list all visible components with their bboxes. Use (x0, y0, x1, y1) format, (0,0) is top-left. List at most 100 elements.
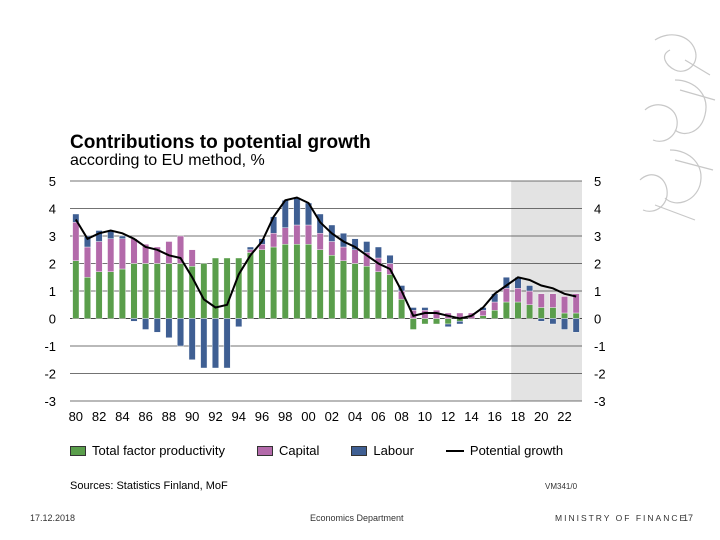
bar-labour-2007 (386, 255, 394, 264)
bar-labour-2019 (526, 285, 534, 292)
x-tick-label: 10 (418, 409, 432, 424)
bar-tfp-1984 (118, 268, 126, 319)
bar-tfp-2018 (514, 301, 522, 319)
bar-tfp-2021 (549, 307, 557, 319)
bar-tfp-2004 (351, 263, 359, 319)
x-tick-label: 04 (348, 409, 362, 424)
y-tick-label-right: -1 (594, 339, 606, 354)
bar-tfp-1982 (95, 271, 103, 319)
bar-labour-2006 (374, 246, 382, 259)
y-tick-label-left: 5 (49, 174, 56, 189)
y-tick-label-left: -1 (44, 339, 56, 354)
bar-labour-1991 (200, 318, 208, 369)
bar-tfp-2022 (561, 312, 568, 319)
y-tick-label-left: 3 (49, 229, 56, 244)
bar-capital-1981 (84, 246, 91, 278)
y-tick-label-left: 4 (49, 202, 56, 217)
bar-labour-1984 (118, 235, 126, 239)
x-tick-label: 18 (511, 409, 525, 424)
bar-tfp-1992 (212, 257, 219, 319)
x-tick-label: 98 (278, 409, 292, 424)
bar-capital-2001 (316, 233, 324, 250)
x-tick-label: 14 (464, 409, 478, 424)
bar-labour-1981 (84, 235, 91, 248)
y-tick-label-right: -3 (594, 394, 606, 409)
bar-capital-2016 (491, 301, 499, 311)
bar-tfp-1999 (293, 244, 301, 319)
bar-capital-1983 (107, 238, 115, 272)
y-tick-label-right: 4 (594, 202, 601, 217)
bar-capital-1999 (293, 224, 301, 245)
bar-tfp-1987 (153, 263, 161, 319)
y-tick-label-left: 1 (49, 284, 56, 299)
x-tick-label: 06 (371, 409, 385, 424)
footer-ministry: MINISTRY OF FINANCE (555, 513, 688, 523)
bar-capital-1998 (281, 227, 289, 245)
bar-tfp-1997 (270, 246, 278, 319)
bar-labour-2010 (421, 307, 429, 311)
bar-labour-1985 (130, 318, 138, 322)
bar-tfp-1994 (235, 257, 243, 319)
bar-tfp-2009 (409, 318, 417, 330)
x-tick-label: 12 (441, 409, 455, 424)
bar-labour-2022 (561, 318, 568, 330)
y-tick-label-right: -2 (594, 367, 606, 382)
y-tick-label-right: 3 (594, 229, 601, 244)
bar-tfp-2006 (374, 271, 382, 319)
bar-capital-1989 (177, 235, 184, 264)
bar-labour-1992 (212, 318, 219, 369)
bar-labour-1999 (293, 197, 301, 226)
bar-tfp-1980 (72, 260, 80, 319)
page-number: 17 (683, 513, 694, 523)
bar-capital-1980 (72, 222, 80, 261)
bar-tfp-1998 (281, 244, 289, 319)
bar-tfp-1993 (223, 257, 231, 319)
bar-labour-1989 (177, 318, 184, 347)
legend-swatch-capital (256, 445, 273, 456)
bar-tfp-2020 (537, 307, 545, 319)
bar-labour-1982 (95, 230, 103, 242)
x-tick-label: 20 (534, 409, 548, 424)
legend-label-tfp: Total factor productivity (92, 443, 225, 458)
bar-tfp-2017 (502, 301, 510, 319)
bar-capital-1984 (118, 238, 126, 270)
bar-capital-2004 (351, 249, 359, 264)
y-tick-label-left: -2 (44, 367, 56, 382)
bar-tfp-2019 (526, 304, 534, 319)
bar-tfp-1985 (130, 263, 138, 319)
bar-tfp-1995 (246, 252, 254, 319)
bar-labour-1988 (165, 318, 173, 338)
bar-labour-2023 (572, 318, 580, 333)
x-tick-label: 96 (255, 409, 269, 424)
bar-capital-2003 (340, 246, 347, 261)
bar-tfp-2015 (479, 315, 487, 319)
legend-label-potential: Potential growth (469, 443, 564, 458)
y-tick-label-right: 2 (594, 257, 601, 272)
bar-tfp-2011 (433, 318, 440, 325)
x-tick-label: 94 (231, 409, 245, 424)
bar-tfp-2000 (305, 244, 312, 319)
chart-legend: Total factor productivity Capital Labour… (70, 443, 595, 458)
bar-capital-1987 (153, 246, 161, 264)
bar-labour-2021 (549, 318, 557, 325)
legend-swatch-potential (445, 449, 464, 452)
legend-item-labour: Labour (351, 443, 414, 458)
bar-tfp-1983 (107, 271, 115, 319)
legend-item-potential: Potential growth (445, 443, 564, 458)
bar-tfp-2023 (572, 312, 580, 319)
bar-labour-2013 (456, 321, 464, 325)
bar-tfp-1986 (142, 263, 150, 319)
bar-labour-1990 (188, 318, 196, 360)
chart-code: VM341/0 (545, 482, 578, 491)
bar-capital-2000 (305, 224, 312, 245)
bar-capital-2015 (479, 310, 487, 316)
legend-item-capital: Capital (256, 443, 319, 458)
bar-labour-1987 (153, 318, 161, 333)
bar-labour-1994 (235, 318, 243, 327)
y-tick-label-left: 2 (49, 257, 56, 272)
bar-capital-1985 (130, 238, 138, 264)
x-tick-label: 88 (162, 409, 176, 424)
x-tick-label: 92 (208, 409, 222, 424)
sources-note: Sources: Statistics Finland, MoF (70, 480, 228, 492)
